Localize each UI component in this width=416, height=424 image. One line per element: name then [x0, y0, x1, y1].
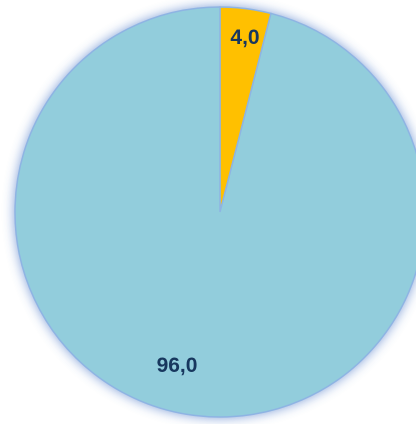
slice-label-2: 96,0: [157, 354, 198, 377]
slice-label-1: 4,0: [230, 26, 259, 49]
pie-slice-2: [14, 6, 416, 418]
